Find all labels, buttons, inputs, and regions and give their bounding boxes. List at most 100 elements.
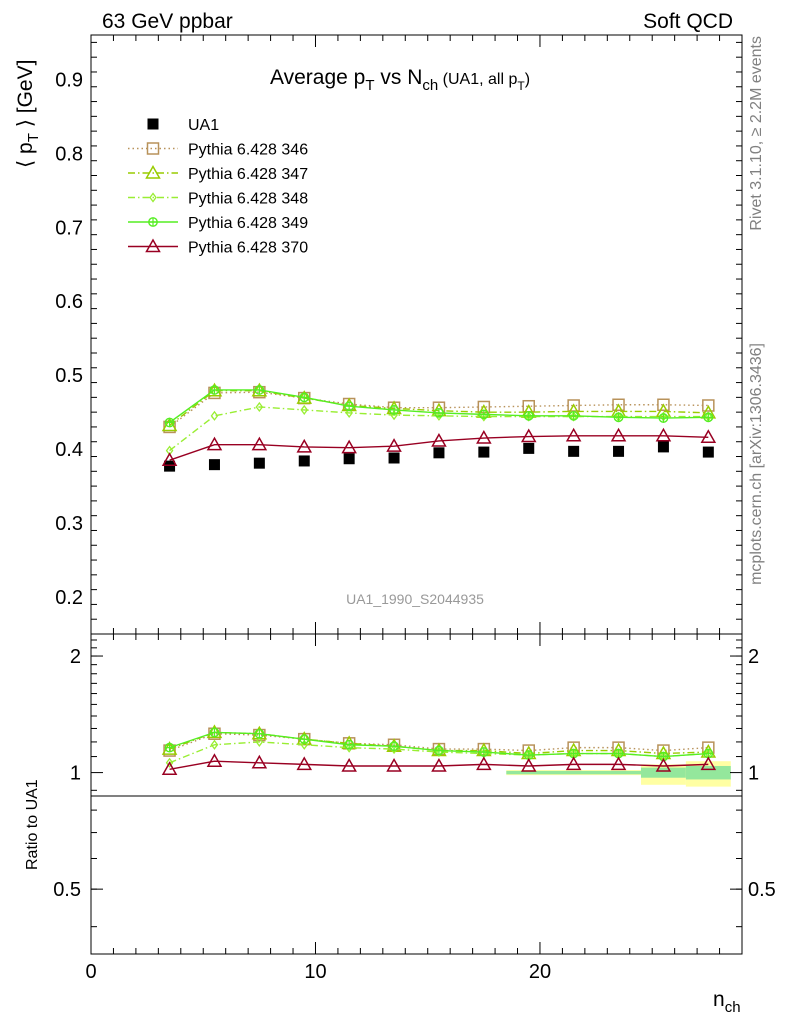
data-point (703, 412, 714, 423)
data-point (299, 392, 310, 403)
data-point (210, 410, 219, 421)
data-point (164, 460, 176, 472)
data-point (478, 446, 490, 458)
data-point (523, 442, 535, 454)
data-point (341, 757, 357, 772)
series-5 (161, 427, 717, 466)
data-point (161, 761, 178, 776)
x-tick-label: 10 (304, 961, 326, 983)
main-y-tick-label: 0.9 (55, 69, 83, 91)
legend-entry: Pythia 6.428 349 (128, 215, 308, 232)
series-0 (164, 441, 714, 472)
legend-label: Pythia 6.428 349 (188, 215, 308, 232)
data-point (434, 745, 444, 756)
ratio-band-inner (685, 765, 731, 780)
main-y-tick-label: 0.6 (55, 291, 83, 313)
legend: UA1 Pythia 6.428 346 Pythia 6.428 347 Pythi… (128, 117, 308, 257)
data-point (251, 436, 268, 451)
data-point (520, 428, 537, 443)
ratio-series-4 (161, 753, 717, 776)
x-tick-label: 0 (85, 961, 96, 983)
data-point (254, 728, 265, 739)
main-y-tick-label: 0.5 (55, 365, 83, 387)
data-point (345, 742, 353, 753)
main-y-tick-label: 0.2 (55, 587, 83, 609)
data-point (145, 238, 161, 253)
ratio-y-axis-label: Ratio to UA1 (24, 779, 41, 870)
legend-label: Pythia 6.428 348 (188, 191, 308, 208)
main-y-axis-label: ⟨ pT ⟩ [GeV] (14, 60, 42, 168)
data-point (296, 438, 313, 453)
ratio-y-tick-label-left: 1 (70, 763, 81, 785)
data-point (296, 756, 313, 771)
series-2 (161, 382, 717, 432)
legend-label: Pythia 6.428 370 (188, 240, 308, 257)
data-point (434, 407, 444, 418)
main-y-tick-label: 0.4 (55, 439, 83, 461)
data-point (253, 457, 265, 469)
ratio-plot-frame (90, 633, 743, 955)
data-point (255, 401, 264, 413)
legend-entry: UA1 (147, 117, 219, 134)
data-point (389, 405, 399, 415)
analysis-watermark: UA1_1990_S2044935 (346, 591, 484, 607)
ratio-band-inner (506, 770, 641, 775)
header-left: 63 GeV ppbar (102, 10, 233, 33)
series-line (169, 435, 709, 461)
data-point (433, 447, 445, 459)
ratio-series-line (169, 760, 709, 770)
data-point (657, 441, 669, 453)
data-point (431, 757, 447, 772)
legend-entry: Pythia 6.428 346 (128, 142, 308, 159)
series-4 (164, 385, 714, 428)
data-point (610, 756, 627, 771)
legend-label: UA1 (188, 117, 219, 134)
ratio-y-tick-label-right: 0.5 (748, 879, 776, 901)
side-text-top: Rivet 3.1.10, ≥ 2.2M events (748, 36, 765, 231)
data-point (386, 757, 402, 772)
data-point (612, 398, 625, 412)
data-point (255, 736, 264, 748)
data-point (431, 432, 447, 447)
data-point (478, 747, 489, 757)
ratio-y-tick-label-right: 2 (748, 646, 759, 668)
header-right: Soft QCD (643, 10, 733, 33)
x-axis-label: nch (713, 988, 741, 1016)
data-point (657, 398, 670, 412)
data-point (658, 413, 669, 423)
data-point (209, 385, 220, 395)
data-point (610, 427, 627, 442)
chart-title: Average pT vs Nch (UA1, all pT) (270, 66, 530, 94)
data-point (165, 757, 174, 768)
side-text-bottom: mcplots.cern.ch [arXiv:1306.3436] (748, 343, 765, 585)
data-point (568, 410, 579, 421)
data-point (700, 429, 717, 444)
data-point (390, 744, 398, 755)
ratio-y-tick-label-left: 0.5 (53, 879, 81, 901)
axis-tick-labels: 0.2 0.3 0.4 0.5 0.6 0.7 0.8 0.9 0 10 20 0.5 0.5 1 1 2 2 (53, 69, 776, 983)
data-point (702, 446, 714, 458)
legend-entry: Pythia 6.428 347 (128, 164, 308, 183)
data-point (145, 164, 161, 179)
data-point (164, 742, 175, 753)
data-point (344, 739, 355, 750)
data-point (206, 436, 223, 451)
data-point (343, 453, 355, 465)
data-point (341, 439, 357, 454)
legend-entry: Pythia 6.428 348 (128, 191, 308, 208)
data-point (164, 417, 175, 428)
data-point (476, 756, 492, 771)
data-point (161, 452, 178, 466)
axis-ticks (90, 35, 743, 954)
data-series (161, 382, 717, 776)
data-point (149, 192, 157, 203)
data-point (148, 217, 158, 227)
data-point (435, 410, 443, 421)
data-point (146, 142, 160, 155)
data-point (655, 757, 672, 772)
data-point (161, 741, 178, 755)
main-y-tick-label: 0.8 (55, 143, 83, 165)
data-point (147, 118, 159, 130)
legend-label: Pythia 6.428 347 (188, 166, 308, 183)
